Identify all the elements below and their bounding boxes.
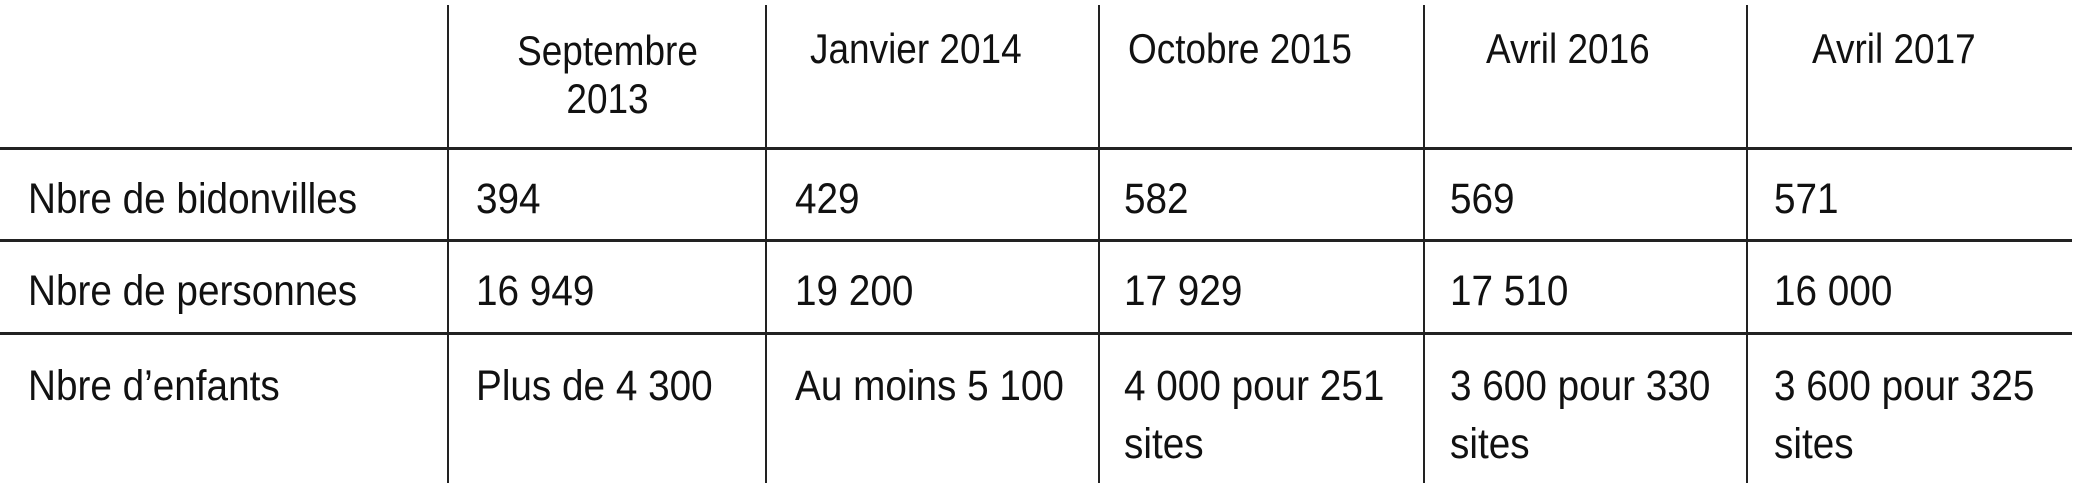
column-header: Janvier 2014 xyxy=(810,25,1022,72)
table-cell: Au moins 5 100 xyxy=(795,362,1064,410)
row-label: Nbre de bidonvilles xyxy=(28,175,358,223)
table-cell: 4 000 pour 251 sites xyxy=(1124,362,1385,468)
table-cell: 19 200 xyxy=(795,267,914,315)
column-divider xyxy=(765,5,767,483)
table-cell: 16 949 xyxy=(476,267,595,315)
column-header: 2013 xyxy=(566,75,649,122)
column-divider xyxy=(447,5,449,483)
table-cell: 3 600 pour 330 sites xyxy=(1450,362,1711,468)
column-header: Octobre 2015 xyxy=(1128,25,1352,72)
row-divider xyxy=(0,147,2072,150)
table-cell: Plus de 4 300 xyxy=(476,362,713,410)
row-divider xyxy=(0,239,2072,242)
column-header: Septembre xyxy=(517,27,698,74)
column-header: Avril 2017 xyxy=(1812,25,1976,72)
table-cell: 582 xyxy=(1124,175,1189,223)
row-label: Nbre de personnes xyxy=(28,267,358,315)
table-cell: 17 929 xyxy=(1124,267,1243,315)
row-label: Nbre d’enfants xyxy=(28,362,280,410)
table-cell: 571 xyxy=(1774,175,1839,223)
table-cell: 17 510 xyxy=(1450,267,1569,315)
table-cell: 569 xyxy=(1450,175,1515,223)
table-cell: 394 xyxy=(476,175,541,223)
column-header: Avril 2016 xyxy=(1486,25,1650,72)
table-cell: 429 xyxy=(795,175,860,223)
table-cell: 3 600 pour 325 sites xyxy=(1774,362,2035,468)
column-divider xyxy=(1746,5,1748,483)
column-divider xyxy=(1098,5,1100,483)
column-divider xyxy=(1423,5,1425,483)
table-cell: 16 000 xyxy=(1774,267,1893,315)
row-divider xyxy=(0,332,2072,335)
